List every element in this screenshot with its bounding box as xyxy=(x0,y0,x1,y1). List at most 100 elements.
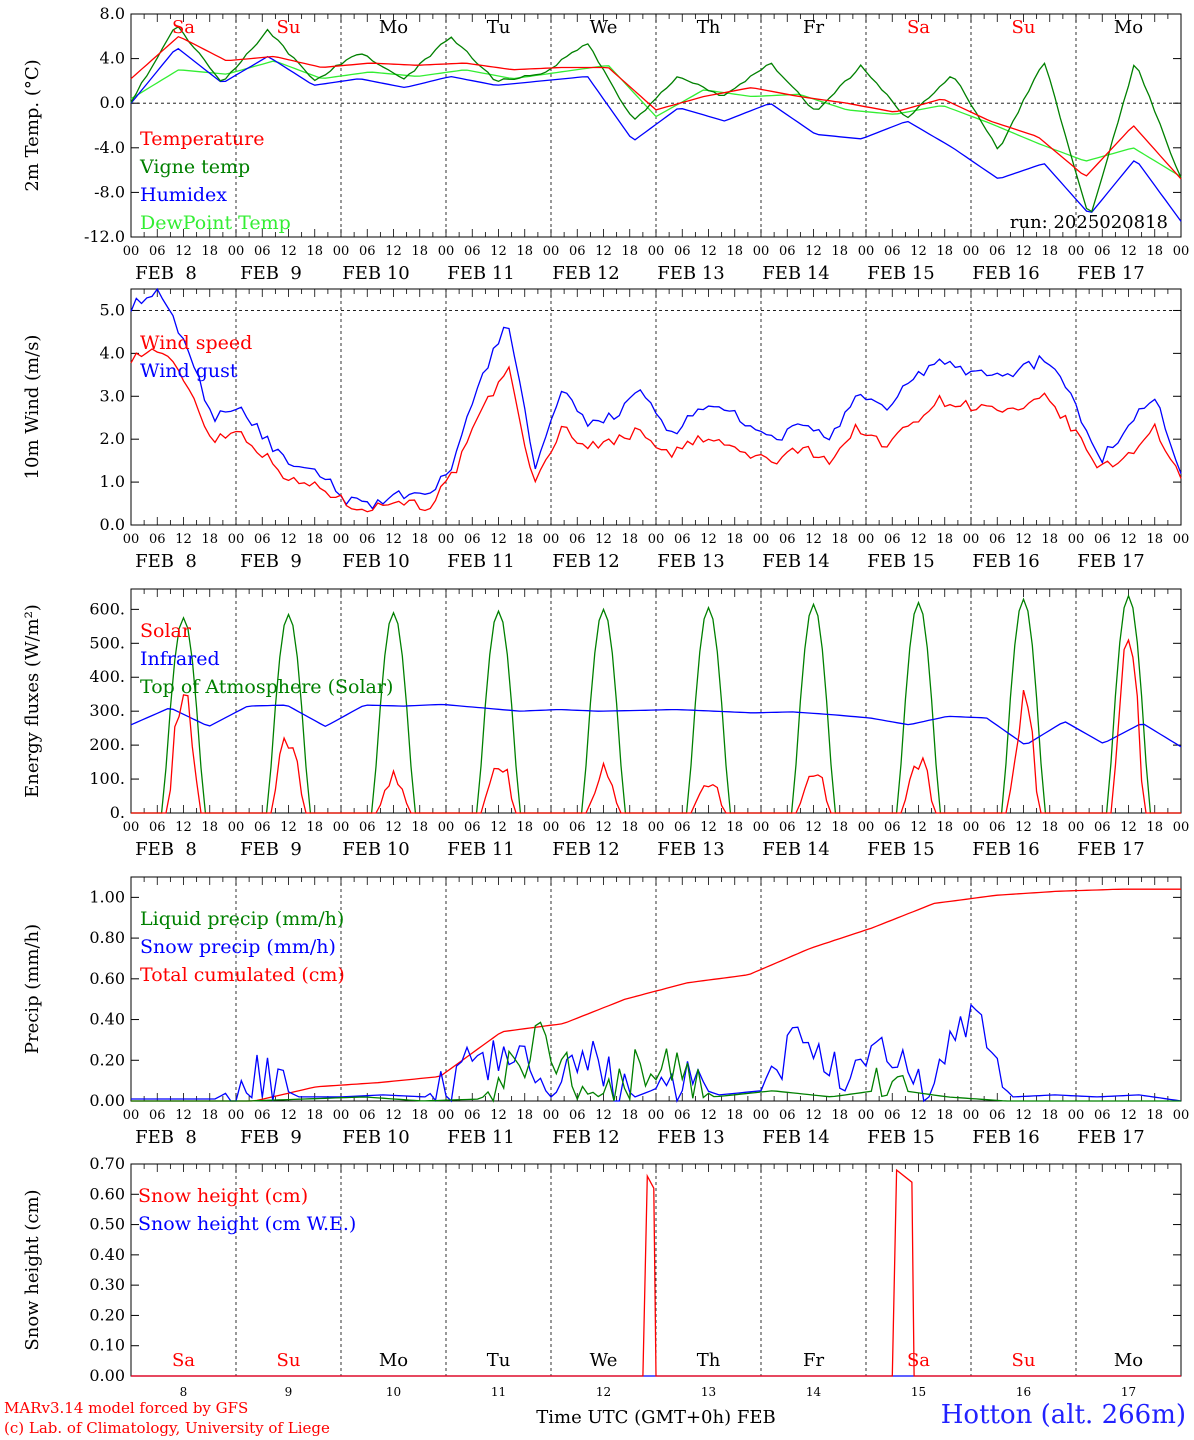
hour-label: 00 xyxy=(858,532,875,547)
legend-entry: Liquid precip (mm/h) xyxy=(140,908,344,930)
weekday-label: Sa xyxy=(907,1350,930,1371)
date-label: FEB 9 xyxy=(240,551,302,572)
hour-label: 06 xyxy=(359,244,376,259)
legend-entry: Snow precip (mm/h) xyxy=(140,936,336,958)
hour-label: 12 xyxy=(280,244,297,259)
date-label: FEB 12 xyxy=(552,263,619,284)
hour-label: 18 xyxy=(1041,1108,1058,1123)
day-number-label: 12 xyxy=(596,1385,611,1399)
date-label: FEB 13 xyxy=(657,839,724,860)
hour-label: 18 xyxy=(936,820,953,835)
weekday-label: Mo xyxy=(1114,1350,1143,1371)
weekday-label: Mo xyxy=(379,17,408,38)
hour-label: 12 xyxy=(1120,244,1137,259)
hour-label: 12 xyxy=(385,820,402,835)
weekday-label: Th xyxy=(697,17,721,38)
hour-label: 18 xyxy=(411,820,428,835)
hour-label: 18 xyxy=(306,532,323,547)
hour-label: 12 xyxy=(175,244,192,259)
hour-label: 12 xyxy=(595,1108,612,1123)
y-tick-label: 0.80 xyxy=(89,928,125,947)
hour-label: 06 xyxy=(149,244,166,259)
date-label: FEB 14 xyxy=(762,551,829,572)
y-tick-label: 1.00 xyxy=(89,887,125,906)
y-tick-label: 0.00 xyxy=(89,1091,125,1110)
hour-label: 12 xyxy=(805,1108,822,1123)
y-tick-label: 0.20 xyxy=(89,1050,125,1069)
weekday-label: Mo xyxy=(379,1350,408,1371)
hour-label: 18 xyxy=(621,820,638,835)
hour-label: 00 xyxy=(1173,820,1190,835)
weekday-label: Su xyxy=(277,1350,301,1371)
legend-entry: Wind speed xyxy=(140,332,252,354)
hour-label: 18 xyxy=(1041,532,1058,547)
y-tick-label: -8.0 xyxy=(94,182,125,201)
y-tick-label: 4.0 xyxy=(100,343,125,362)
hour-label: 12 xyxy=(1015,1108,1032,1123)
day-number-label: 9 xyxy=(285,1385,293,1399)
hour-label: 12 xyxy=(1015,244,1032,259)
hour-label: 18 xyxy=(411,1108,428,1123)
hour-label: 06 xyxy=(149,1108,166,1123)
hour-label: 18 xyxy=(831,1108,848,1123)
panel-4: 1.00 0.80 0.60 0.40 0.20 0.00 Precip (mm/h) Liq… xyxy=(22,876,1190,1148)
date-label: FEB 17 xyxy=(1077,263,1144,284)
hour-label: 06 xyxy=(569,532,586,547)
hour-label: 06 xyxy=(884,1108,901,1123)
hour-label: 12 xyxy=(1015,820,1032,835)
hour-label: 06 xyxy=(779,820,796,835)
date-label: FEB 12 xyxy=(552,839,619,860)
hour-label: 06 xyxy=(989,244,1006,259)
series-line xyxy=(131,638,1181,814)
hour-label: 06 xyxy=(674,532,691,547)
hour-label: 12 xyxy=(595,532,612,547)
hour-label: 00 xyxy=(963,532,980,547)
series-line xyxy=(131,1021,1181,1103)
y-tick-label: -12.0 xyxy=(84,227,125,246)
hour-label: 18 xyxy=(621,1108,638,1123)
plot-frame xyxy=(130,588,1182,814)
y-tick-label: 400. xyxy=(89,667,125,686)
hour-label: 00 xyxy=(1173,1108,1190,1123)
hour-label: 18 xyxy=(726,1108,743,1123)
date-label: FEB 9 xyxy=(240,263,302,284)
hour-label: 12 xyxy=(595,820,612,835)
day-number-label: 11 xyxy=(491,1385,506,1399)
hour-label: 00 xyxy=(543,244,560,259)
date-label: FEB 14 xyxy=(762,1127,829,1148)
hour-label: 18 xyxy=(306,820,323,835)
hour-label: 18 xyxy=(726,532,743,547)
series-line xyxy=(130,60,1182,178)
y-axis-label: Snow height (cm) xyxy=(22,1189,43,1350)
hour-label: 00 xyxy=(648,532,665,547)
day-number-label: 14 xyxy=(806,1385,822,1399)
hour-label: 06 xyxy=(569,1108,586,1123)
hour-label: 06 xyxy=(359,532,376,547)
date-label: FEB 15 xyxy=(867,263,934,284)
legend-entry: Vigne temp xyxy=(139,156,250,178)
hour-label: 00 xyxy=(123,820,140,835)
series-line xyxy=(131,888,1181,1102)
hour-label: 06 xyxy=(779,532,796,547)
y-tick-label: 0. xyxy=(110,803,125,822)
hour-label: 06 xyxy=(149,532,166,547)
hour-label: 00 xyxy=(648,1108,665,1123)
y-tick-label: 0.40 xyxy=(89,1245,125,1264)
hour-label: 12 xyxy=(700,244,717,259)
hour-label: 18 xyxy=(1041,244,1058,259)
date-label: FEB 8 xyxy=(135,263,197,284)
hour-label: 06 xyxy=(254,244,271,259)
hour-label: 00 xyxy=(753,532,770,547)
y-tick-label: 3.0 xyxy=(100,386,125,405)
weekday-label: Mo xyxy=(1114,17,1143,38)
hour-label: 18 xyxy=(516,1108,533,1123)
hour-label: 00 xyxy=(753,1108,770,1123)
hour-label: 12 xyxy=(175,820,192,835)
hour-label: 18 xyxy=(831,820,848,835)
hour-label: 06 xyxy=(989,820,1006,835)
hour-label: 00 xyxy=(543,820,560,835)
y-axis-label: 10m Wind (m/s) xyxy=(22,335,43,480)
series-line xyxy=(130,287,1182,510)
date-label: FEB 10 xyxy=(342,263,409,284)
